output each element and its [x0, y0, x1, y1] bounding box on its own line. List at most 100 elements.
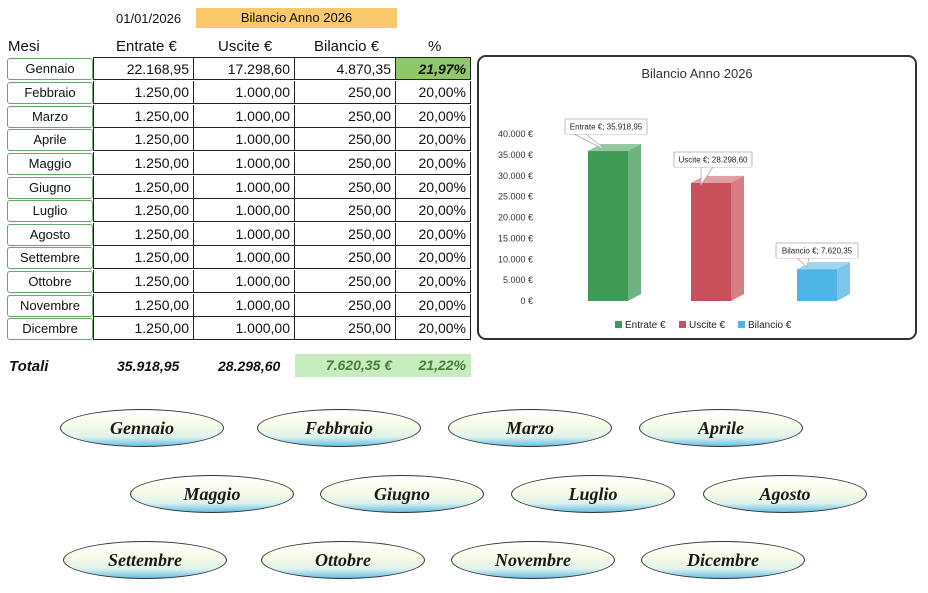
page-title: Bilancio Anno 2026: [196, 8, 397, 28]
column-header-percent: %: [428, 38, 442, 55]
month-button-luglio[interactable]: Luglio: [511, 475, 675, 513]
uscite-cell: 1.000,00: [194, 223, 295, 246]
uscite-cell: 1.000,00: [194, 246, 295, 269]
uscite-cell: 1.000,00: [194, 152, 295, 175]
percent-cell: 20,00%: [396, 294, 471, 317]
column-header-month: Mesi: [8, 38, 40, 55]
data-label-mask: [674, 164, 752, 167]
data-label: Entrate €; 35.918,95: [570, 123, 643, 132]
percent-cell: 21,97%: [396, 57, 471, 80]
y-tick-label: 10.000 €: [498, 254, 533, 264]
bilancio-cell: 250,00: [295, 270, 396, 293]
percent-cell: 20,00%: [396, 128, 471, 151]
bilancio-cell: 250,00: [295, 152, 396, 175]
month-button-febbraio[interactable]: Febbraio: [257, 409, 421, 447]
data-label-mask: [776, 255, 858, 258]
month-label: Settembre: [7, 247, 93, 269]
percent-cell: 20,00%: [396, 152, 471, 175]
entrate-cell: 1.250,00: [93, 223, 194, 246]
month-button-marzo[interactable]: Marzo: [448, 409, 612, 447]
month-button-gennaio[interactable]: Gennaio: [60, 409, 224, 447]
table-row: 22.168,95 17.298,60 4.870,35 21,97%: [93, 57, 471, 80]
table-row: 1.250,00 1.000,00 250,00 20,00%: [93, 176, 471, 199]
entrate-cell: 1.250,00: [93, 105, 194, 128]
table-row: 1.250,00 1.000,00 250,00 20,00%: [93, 317, 471, 340]
total-uscite: 28.298,60: [218, 358, 281, 374]
uscite-cell: 17.298,60: [194, 57, 295, 80]
legend-swatch: [738, 321, 745, 328]
entrate-cell: 1.250,00: [93, 152, 194, 175]
entrate-cell: 1.250,00: [93, 128, 194, 151]
entrate-cell: 1.250,00: [93, 176, 194, 199]
month-label: Luglio: [7, 200, 93, 222]
bar-3: [797, 269, 837, 301]
table-row: 1.250,00 1.000,00 250,00 20,00%: [93, 81, 471, 104]
uscite-cell: 1.000,00: [194, 81, 295, 104]
y-tick-label: 35.000 €: [498, 150, 533, 160]
table-row: 1.250,00 1.000,00 250,00 20,00%: [93, 105, 471, 128]
month-label: Dicembre: [7, 318, 93, 340]
bilancio-cell: 250,00: [295, 176, 396, 199]
entrate-cell: 1.250,00: [93, 81, 194, 104]
bilancio-cell: 250,00: [295, 128, 396, 151]
month-label: Giugno: [7, 177, 93, 199]
y-tick-label: 0 €: [520, 296, 533, 306]
percent-cell: 20,00%: [396, 81, 471, 104]
bar-1-top: [588, 144, 641, 152]
total-percent: 21,22%: [396, 354, 471, 377]
table-row: 1.250,00 1.000,00 250,00 20,00%: [93, 294, 471, 317]
y-tick-label: 15.000 €: [498, 233, 533, 243]
column-header-uscite: Uscite €: [218, 38, 273, 55]
bilancio-cell: 4.870,35: [295, 57, 396, 80]
month-label: Febbraio: [7, 82, 93, 104]
month-button-novembre[interactable]: Novembre: [451, 541, 615, 579]
y-tick-label: 20.000 €: [498, 213, 533, 223]
column-header-bilancio: Bilancio €: [314, 38, 380, 55]
percent-cell: 20,00%: [396, 105, 471, 128]
entrate-cell: 22.168,95: [93, 57, 194, 80]
month-label: Agosto: [7, 224, 93, 246]
data-label-mask: [565, 131, 647, 134]
legend-label: Entrate €: [625, 320, 666, 331]
percent-cell: 20,00%: [396, 176, 471, 199]
month-button-maggio[interactable]: Maggio: [130, 475, 294, 513]
date-label: 01/01/2026: [116, 11, 182, 26]
bar-1-side: [628, 144, 641, 301]
chart-container: Bilancio Anno 2026 0 € 5.000 € 10.000 € 15.0…: [477, 55, 917, 340]
y-tick-label: 40.000 €: [498, 129, 533, 139]
month-button-settembre[interactable]: Settembre: [63, 541, 227, 579]
entrate-cell: 1.250,00: [93, 246, 194, 269]
uscite-cell: 1.000,00: [194, 176, 295, 199]
month-button-aprile[interactable]: Aprile: [639, 409, 803, 447]
data-label: Uscite €; 28.298,60: [679, 156, 748, 165]
legend-label: Uscite €: [689, 320, 726, 331]
month-label: Maggio: [7, 153, 93, 175]
percent-cell: 20,00%: [396, 246, 471, 269]
bar-chart: Bilancio Anno 2026 0 € 5.000 € 10.000 € 15.0…: [498, 66, 859, 331]
month-button-ottobre[interactable]: Ottobre: [261, 541, 425, 579]
bilancio-cell: 250,00: [295, 294, 396, 317]
month-button-dicembre[interactable]: Dicembre: [641, 541, 805, 579]
percent-cell: 20,00%: [396, 270, 471, 293]
month-label: Marzo: [7, 106, 93, 128]
month-button-giugno[interactable]: Giugno: [320, 475, 484, 513]
month-label: Aprile: [7, 129, 93, 151]
legend-label: Bilancio €: [748, 320, 792, 331]
bilancio-cell: 250,00: [295, 81, 396, 104]
entrate-cell: 1.250,00: [93, 270, 194, 293]
month-button-agosto[interactable]: Agosto: [703, 475, 867, 513]
table-row: 1.250,00 1.000,00 250,00 20,00%: [93, 223, 471, 246]
bar-2: [691, 182, 731, 301]
month-label: Ottobre: [7, 271, 93, 293]
uscite-cell: 1.000,00: [194, 294, 295, 317]
uscite-cell: 1.000,00: [194, 128, 295, 151]
table-row: 1.250,00 1.000,00 250,00 20,00%: [93, 246, 471, 269]
table-row: 1.250,00 1.000,00 250,00 20,00%: [93, 128, 471, 151]
month-label: Novembre: [7, 295, 93, 317]
bilancio-cell: 250,00: [295, 105, 396, 128]
legend-swatch: [615, 321, 622, 328]
y-tick-label: 5.000 €: [503, 275, 533, 285]
bilancio-cell: 250,00: [295, 246, 396, 269]
totals-label: Totali: [9, 358, 49, 375]
bilancio-cell: 250,00: [295, 223, 396, 246]
